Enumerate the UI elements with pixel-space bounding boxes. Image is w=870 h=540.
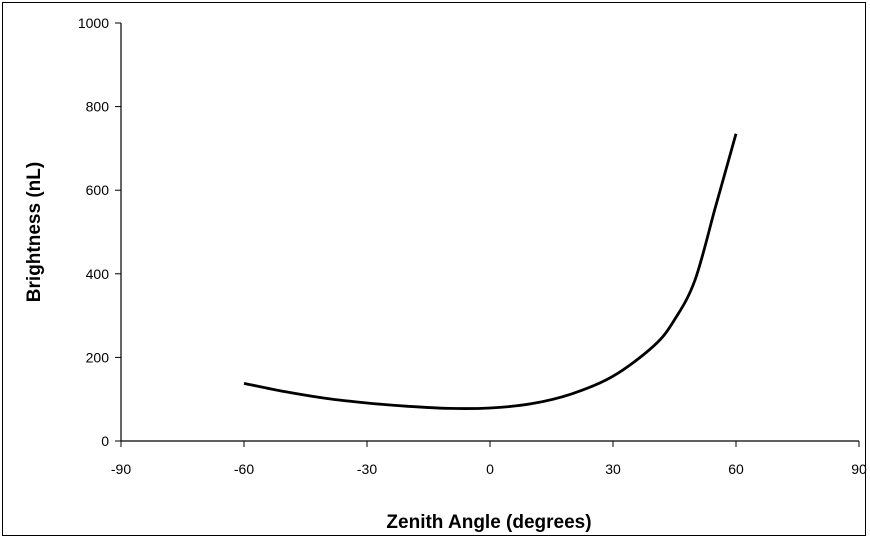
y-tick-label: 400 bbox=[86, 266, 110, 282]
brightness-series-line bbox=[244, 134, 736, 409]
x-tick-label: 90 bbox=[851, 461, 867, 477]
x-tick-label: -30 bbox=[357, 461, 377, 477]
x-tick-label: 0 bbox=[486, 461, 494, 477]
x-tick-label: -90 bbox=[111, 461, 131, 477]
x-tick-label: -60 bbox=[234, 461, 254, 477]
x-tick-label: 60 bbox=[728, 461, 744, 477]
y-tick-label: 1000 bbox=[78, 15, 109, 31]
y-tick-label: 600 bbox=[86, 182, 110, 198]
x-axis-title: Zenith Angle (degrees) bbox=[386, 512, 591, 533]
y-tick-label: 0 bbox=[101, 433, 109, 449]
y-tick-label: 800 bbox=[86, 99, 110, 115]
y-axis-title: Brightness (nL) bbox=[24, 162, 45, 302]
axes bbox=[121, 23, 859, 441]
x-tick-label: 30 bbox=[605, 461, 621, 477]
y-tick-label: 200 bbox=[86, 349, 110, 365]
series-layer bbox=[244, 134, 736, 409]
